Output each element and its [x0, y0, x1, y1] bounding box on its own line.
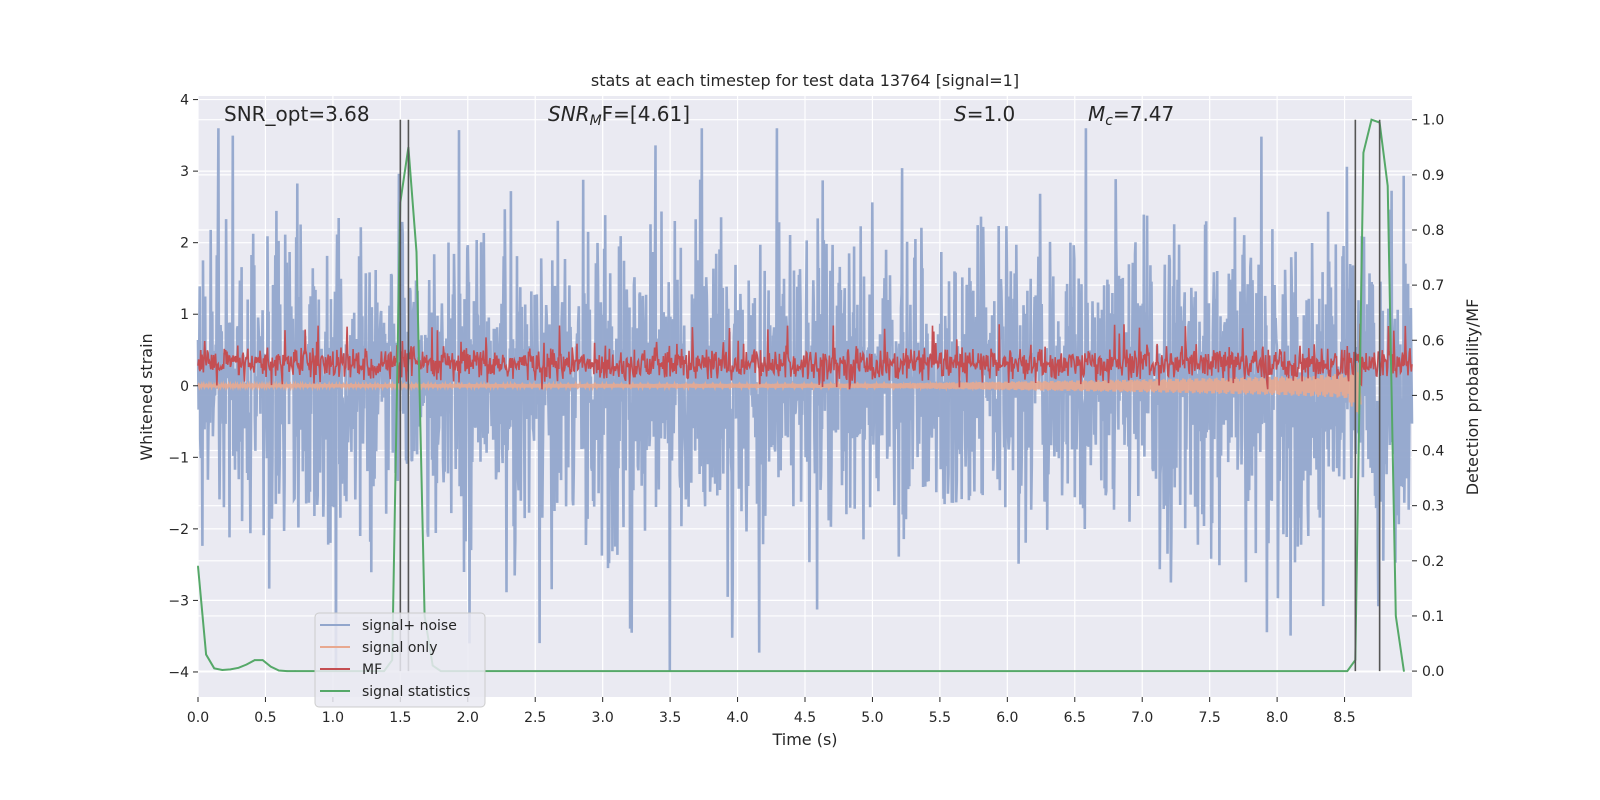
y2-tick-labels: 0.0 0.1 0.2 0.3 0.4 0.5 0.6 0.7 0.8 0.9 1.0: [1412, 113, 1444, 680]
legend-box: [314, 612, 486, 708]
y-axis-label: Whitened strain: [137, 333, 156, 460]
legend: signal+ noise signal only MF signal stat…: [314, 612, 486, 708]
x-tick-label-7: 3.5: [659, 710, 681, 726]
y-tick-label-1: −3: [168, 593, 189, 609]
series-line-signal-statistics: [197, 118, 1405, 673]
stat-point-4: [229, 668, 232, 671]
x-tick-label-17: 8.5: [1333, 710, 1355, 726]
x-tick-label-1: 0.5: [254, 710, 276, 726]
stat-point-9: [270, 665, 272, 668]
annotation-mc-sub: c: [1105, 113, 1113, 129]
series-line-signal-only: [197, 358, 1362, 414]
legend-signal-statistics: signal statistics: [362, 684, 470, 700]
x-tick-labels: 0.0 0.5 1.0 1.5 2.0 2.5 3.0 3.5 4.0 4.5 5.0 5.5 6.0 6…: [187, 697, 1356, 726]
x-tick-label-0: 0.0: [187, 710, 209, 726]
x-tick-label-9: 4.5: [794, 710, 816, 726]
stat-point-3: [221, 669, 224, 671]
x-axis-label: Time (s): [771, 730, 837, 749]
y-tick-label-2: −2: [168, 522, 189, 538]
y-tick-label-3: −1: [168, 450, 189, 466]
y2-tick-label-1: 0.1: [1422, 609, 1444, 625]
stat-point-17: [415, 251, 418, 253]
y-tick-label-8: 4: [180, 93, 189, 109]
y-tick-label-7: 3: [180, 164, 189, 180]
stat-point-22: [1346, 670, 1349, 672]
stat-point-29: [1403, 670, 1405, 672]
y2-tick-label-10: 1.0: [1422, 113, 1444, 129]
x-tick-label-16: 8.0: [1266, 710, 1288, 726]
annotation-s: S=1.0: [954, 102, 1015, 126]
vertical-markers: [399, 119, 1381, 672]
annotation-snr-mf-rest: F=[4.61]: [602, 102, 690, 126]
x-tick-label-5: 2.5: [524, 710, 546, 726]
y2-tick-label-3: 0.3: [1422, 499, 1444, 515]
stat-point-25: [1370, 118, 1373, 121]
y2-tick-label-8: 0.8: [1422, 223, 1444, 239]
x-tick-label-8: 4.0: [726, 710, 748, 726]
series-signal-only: [197, 358, 1362, 414]
y2-tick-label-5: 0.5: [1422, 388, 1444, 404]
stat-point-5: [237, 666, 240, 669]
x-tick-label-11: 5.5: [929, 710, 951, 726]
y2-axis-label: Detection probability/MF: [1463, 299, 1482, 496]
stat-point-1: [205, 653, 207, 656]
y2-tick-label-4: 0.4: [1422, 444, 1444, 460]
y2-tick-label-7: 0.7: [1422, 278, 1444, 294]
x-tick-label-15: 7.5: [1199, 710, 1221, 726]
legend-mf: MF: [362, 662, 382, 678]
x-tick-label-2: 1.0: [322, 710, 344, 726]
x-tick-label-4: 2.0: [457, 710, 479, 726]
chart-title: stats at each timestep for test data 137…: [591, 71, 1019, 90]
stat-point-7: [253, 659, 256, 661]
legend-signal-only: signal only: [362, 640, 437, 656]
x-tick-label-14: 7.0: [1131, 710, 1153, 726]
y2-tick-label-6: 0.6: [1422, 333, 1444, 349]
stat-point-12: [294, 670, 296, 672]
stat-point-10: [278, 669, 280, 672]
y2-tick-label-0: 0.0: [1422, 664, 1444, 680]
y-tick-label-6: 2: [180, 236, 189, 252]
stat-point-6: [245, 663, 248, 666]
x-tick-label-6: 3.0: [592, 710, 614, 726]
annotation-mc-rest: =7.47: [1113, 102, 1174, 126]
annotation-snr-mf: SNRMF=[4.61]: [548, 102, 690, 129]
annotation-s-main: S: [954, 102, 967, 126]
stat-point-28: [1395, 615, 1397, 617]
x-tick-label-13: 6.5: [1064, 710, 1086, 726]
y2-tick-label-9: 0.9: [1422, 168, 1444, 184]
x-tick-label-3: 1.5: [389, 710, 411, 726]
y-tick-label-4: 0: [180, 379, 189, 395]
annotation-snr-mf-sub: M: [590, 113, 602, 129]
annotation-snr-opt: SNR_opt=3.68: [224, 102, 370, 126]
x-tick-label-10: 5.0: [861, 710, 883, 726]
y-tick-labels: −4 −3 −2 −1 0 1 2 3 4: [168, 93, 198, 681]
x-tick-label-12: 6.0: [996, 710, 1018, 726]
stat-point-8: [261, 659, 264, 661]
annotation-s-rest: =1.0: [967, 102, 1016, 126]
legend-signal-noise: signal+ noise: [362, 618, 457, 634]
y-tick-label-5: 1: [180, 307, 189, 323]
annotation-mc: Mc=7.47: [1088, 102, 1174, 129]
annotation-mc-main: M: [1088, 102, 1105, 126]
y2-tick-label-2: 0.2: [1422, 554, 1444, 570]
stat-point-11: [286, 670, 288, 672]
annotation-snr-mf-main: SNR: [548, 102, 590, 126]
stat-point-24: [1362, 151, 1365, 154]
stat-point-2: [213, 667, 215, 670]
stat-point-27: [1386, 185, 1389, 187]
stat-point-0: [197, 565, 199, 568]
y-tick-label-0: −4: [168, 665, 189, 681]
